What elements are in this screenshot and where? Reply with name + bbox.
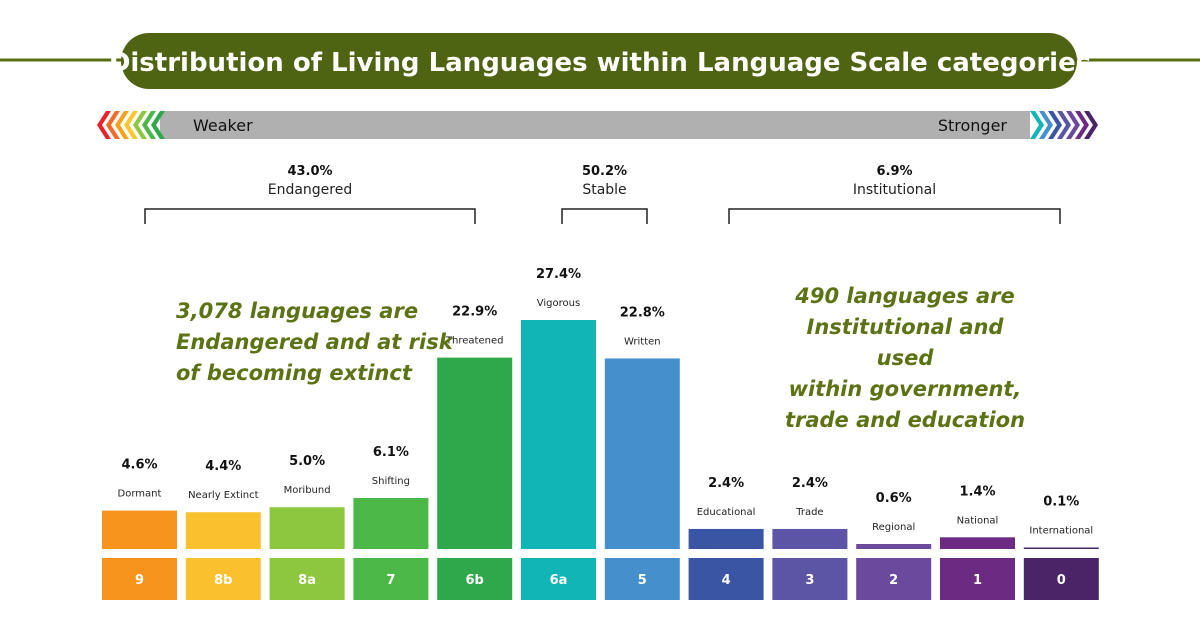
bar-3 xyxy=(772,528,848,549)
weak-chevron xyxy=(142,111,156,139)
weak-chevron xyxy=(115,111,129,139)
category-tick-label: 6b xyxy=(466,573,484,588)
weak-chevron xyxy=(151,111,165,139)
category-box xyxy=(185,558,261,600)
bar-name-label: Threatened xyxy=(445,336,504,347)
group-label: Stable xyxy=(582,182,626,198)
scale-chevrons xyxy=(97,111,1098,139)
strong-chevron xyxy=(1075,111,1089,139)
bar-value-label: 22.9% xyxy=(452,305,497,320)
bar-value-label: 2.4% xyxy=(708,476,744,491)
strong-chevron xyxy=(1066,111,1080,139)
strong-chevron xyxy=(1057,111,1071,139)
group-label: Endangered xyxy=(268,182,353,198)
bar-name-label: Moribund xyxy=(284,485,331,496)
annotation-line: Endangered and at risk xyxy=(176,330,453,354)
category-tick-label: 6a xyxy=(550,573,568,588)
category-box xyxy=(269,558,345,600)
category-tick-label: 7 xyxy=(386,573,395,588)
bar-value-label: 1.4% xyxy=(959,484,995,499)
endangered-annotation: 3,078 languages are Endangered and at ri… xyxy=(176,296,453,389)
group-bracket xyxy=(144,208,476,224)
chart-title: Distribution of Living Languages within … xyxy=(109,48,1091,78)
strong-chevron xyxy=(1039,111,1053,139)
bar-value-label: 0.6% xyxy=(876,491,912,506)
bar-value-label: 22.8% xyxy=(620,305,665,320)
group-percent: 50.2% xyxy=(582,164,627,179)
bar-4 xyxy=(688,528,764,549)
category-tick-label: 0 xyxy=(1057,573,1066,588)
annotation-line: Institutional and used xyxy=(806,315,1004,370)
annotation-line: of becoming extinct xyxy=(176,361,412,385)
institutional-annotation: 490 languages are Institutional and used… xyxy=(780,281,1030,436)
category-tick-label: 9 xyxy=(135,573,144,588)
bar-name-label: International xyxy=(1029,526,1093,537)
annotation-line: trade and education xyxy=(784,408,1026,432)
strong-chevron xyxy=(1030,111,1044,139)
bar-8b xyxy=(185,512,261,549)
bar-value-label: 4.6% xyxy=(121,458,157,473)
bar-name-label: Shifting xyxy=(372,476,410,487)
scale-weak-label: Weaker xyxy=(193,116,253,135)
bar-name-label: Nearly Extinct xyxy=(188,490,259,501)
bar-6a xyxy=(521,320,596,549)
group-bracket xyxy=(561,208,648,224)
bar-value-label: 4.4% xyxy=(205,459,241,474)
bar-value-label: 2.4% xyxy=(792,476,828,491)
group-percent: 43.0% xyxy=(287,164,332,179)
category-tick-label: 8b xyxy=(214,573,232,588)
bar-name-label: National xyxy=(957,515,999,526)
category-tick-label: 8a xyxy=(298,573,316,588)
bar-name-label: Vigorous xyxy=(537,298,580,309)
strong-chevron xyxy=(1048,111,1062,139)
group-percent: 6.9% xyxy=(876,164,912,179)
category-box xyxy=(688,558,764,600)
weak-chevron xyxy=(124,111,138,139)
group-bracket xyxy=(728,208,1061,224)
category-tick-label: 3 xyxy=(805,573,814,588)
bar-value-label: 6.1% xyxy=(373,445,409,460)
bar-value-label: 27.4% xyxy=(536,267,581,282)
strong-chevron xyxy=(1084,111,1098,139)
bar-name-label: Dormant xyxy=(118,489,162,500)
weak-chevron xyxy=(97,111,111,139)
weak-chevron xyxy=(106,111,120,139)
annotation-line: within government, xyxy=(788,377,1022,401)
category-box xyxy=(772,558,848,600)
bar-0 xyxy=(1023,547,1099,549)
category-box xyxy=(102,558,177,600)
title-pill xyxy=(121,33,1077,89)
bar-name-label: Regional xyxy=(872,522,915,533)
bar-6b xyxy=(437,357,513,549)
category-tick-label: 1 xyxy=(973,573,982,588)
category-tick-label: 4 xyxy=(722,573,731,588)
category-box xyxy=(437,558,513,600)
category-box xyxy=(856,558,932,600)
bar-name-label: Educational xyxy=(697,507,756,518)
bar-9 xyxy=(102,510,177,549)
bar-8a xyxy=(269,507,345,549)
bar-name-label: Trade xyxy=(795,507,823,518)
bar-value-label: 5.0% xyxy=(289,454,325,469)
bar-1 xyxy=(940,537,1015,549)
scale-bar xyxy=(160,111,1030,139)
bar-name-label: Written xyxy=(624,336,661,347)
annotation-line: 490 languages are xyxy=(795,284,1015,308)
category-box xyxy=(1023,558,1099,600)
scale-strong-label: Stronger xyxy=(938,116,1008,135)
group-label: Institutional xyxy=(853,182,936,198)
bar-2 xyxy=(856,543,932,549)
category-box xyxy=(353,558,429,600)
category-tick-label: 5 xyxy=(638,573,647,588)
bar-value-label: 0.1% xyxy=(1043,495,1079,510)
bar-5 xyxy=(604,358,680,549)
category-box xyxy=(940,558,1015,600)
annotation-line: 3,078 languages are xyxy=(176,299,419,323)
category-box xyxy=(521,558,596,600)
category-tick-label: 2 xyxy=(889,573,898,588)
bar-7 xyxy=(353,498,429,549)
weak-chevron xyxy=(133,111,147,139)
category-box xyxy=(604,558,680,600)
